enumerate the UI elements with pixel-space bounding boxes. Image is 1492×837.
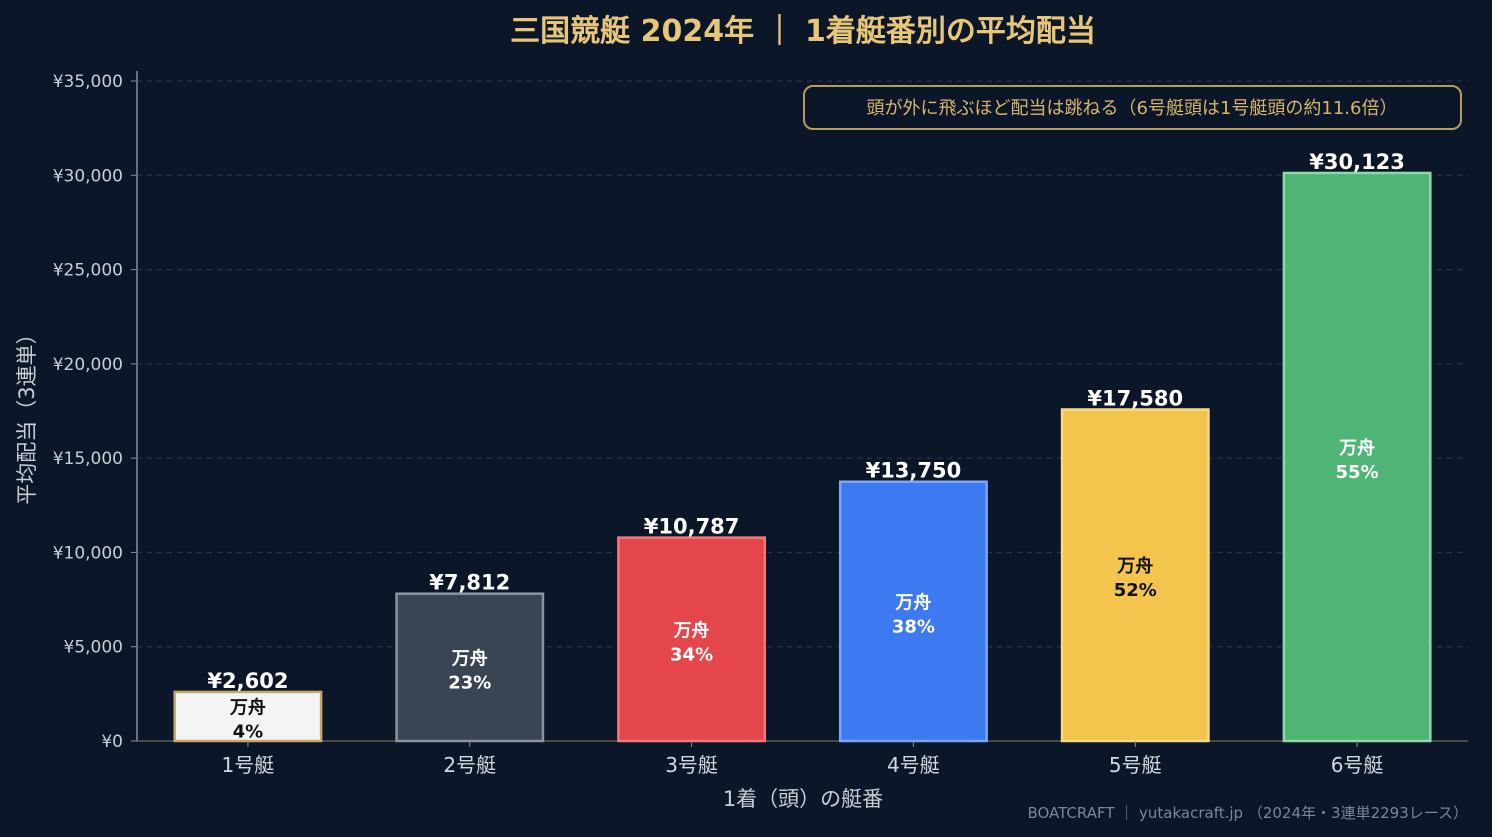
manshu-title-label: 万舟 <box>229 696 266 718</box>
y-tick-label: ¥10,000 <box>53 543 123 563</box>
manshu-percent-label: 38% <box>892 616 935 637</box>
bar <box>1282 171 1432 743</box>
manshu-title-label: 万舟 <box>451 647 488 669</box>
annotation-text: 頭が外に飛ぶほど配当は跳ねる（6号艇頭は1号艇頭の約11.6倍） <box>867 98 1398 119</box>
bar <box>173 690 323 743</box>
y-tick-label: ¥15,000 <box>53 449 123 469</box>
bar <box>395 592 545 743</box>
bar-value-label: ¥30,123 <box>1309 150 1405 174</box>
y-tick-label: ¥5,000 <box>64 638 123 658</box>
bar-value-label: ¥10,787 <box>644 515 740 539</box>
manshu-percent-label: 23% <box>448 672 491 693</box>
bar-value-label: ¥2,602 <box>207 669 288 693</box>
x-tick-label: 4号艇 <box>887 753 940 777</box>
bar <box>1060 408 1210 743</box>
y-tick-label: ¥30,000 <box>53 166 123 186</box>
x-tick-label: 6号艇 <box>1331 753 1384 777</box>
bar-value-label: ¥7,812 <box>429 571 510 595</box>
bar-value-label: ¥13,750 <box>866 459 962 483</box>
manshu-title-label: 万舟 <box>1116 555 1153 577</box>
y-tick-label: ¥0 <box>101 732 123 752</box>
grid-layer: ¥0 ¥5,000 ¥10,000 ¥15,000 ¥20,000 ¥25,000 ¥30,… <box>53 71 1468 752</box>
manshu-percent-label: 52% <box>1114 580 1157 601</box>
manshu-title-label: 万舟 <box>673 619 710 641</box>
manshu-title-label: 万舟 <box>894 591 931 613</box>
manshu-percent-label: 55% <box>1336 462 1379 483</box>
bars-layer: ¥2,602 万舟 4% 1号艇 ¥7,812 万舟 23% 2号艇 ¥10,787 万舟 34% 3… <box>173 150 1432 777</box>
annotation-box <box>803 85 1462 130</box>
x-tick-label: 1号艇 <box>222 753 275 777</box>
y-tick-label: ¥20,000 <box>53 355 123 375</box>
manshu-percent-label: 34% <box>670 644 713 665</box>
bar-value-label: ¥17,580 <box>1087 386 1183 410</box>
y-tick-label: ¥35,000 <box>53 72 123 92</box>
y-axis-label: 平均配当（3連単） <box>15 323 39 504</box>
y-tick-label: ¥25,000 <box>53 261 123 281</box>
manshu-percent-label: 4% <box>233 721 264 742</box>
credit-text: BOATCRAFT ｜ yutakacraft.jp （2024年・3連単229… <box>1027 804 1468 822</box>
manshu-title-label: 万舟 <box>1338 437 1375 459</box>
chart-title: 三国競艇 2024年 ｜ 1着艇番別の平均配当 <box>510 14 1096 49</box>
x-tick-label: 2号艇 <box>443 753 496 777</box>
bar <box>617 536 767 743</box>
x-tick-label: 5号艇 <box>1109 753 1162 777</box>
x-tick-label: 3号艇 <box>665 753 718 777</box>
x-axis-label: 1着（頭）の艇番 <box>723 787 883 811</box>
